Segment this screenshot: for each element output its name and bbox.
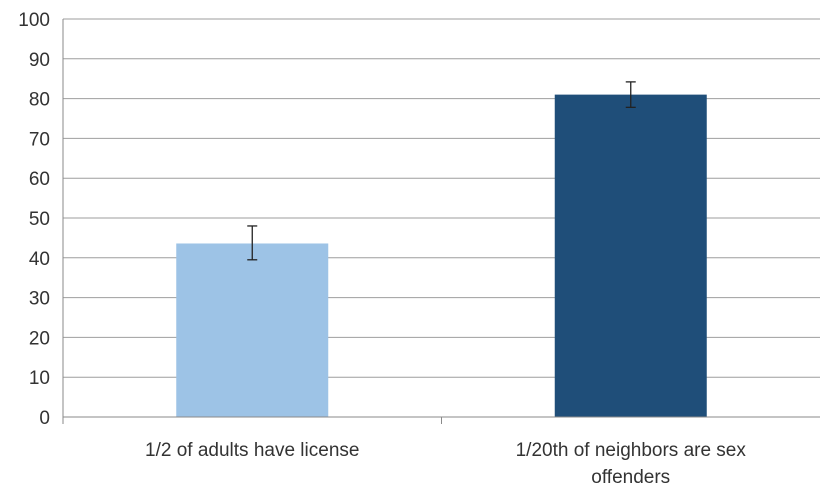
y-tick-label: 70 [29,129,50,150]
y-tick-label: 100 [18,10,50,31]
bar-1 [554,94,707,418]
axes [62,19,820,424]
y-tick-label: 90 [29,50,50,71]
y-tick-label: 30 [29,289,50,310]
y-tick-label: 80 [29,90,50,111]
x-category-label: offenders [591,467,670,488]
x-category-label: 1/2 of adults have license [145,440,359,461]
y-tick-label: 20 [29,328,50,349]
y-tick-labels: 0 10 20 30 40 50 60 70 80 90 100 [18,10,50,429]
y-tick-label: 50 [29,209,50,230]
y-tick-label: 0 [39,408,50,429]
x-category-labels: 1/2 of adults have license 1/20th of neig… [145,440,746,488]
x-category-label: 1/20th of neighbors are sex [516,440,747,461]
bars [176,94,707,418]
bar-0 [176,243,329,417]
y-tick-label: 40 [29,249,50,270]
error-bars [247,81,636,261]
y-tick-label: 60 [29,169,50,190]
y-tick-label: 10 [29,368,50,389]
